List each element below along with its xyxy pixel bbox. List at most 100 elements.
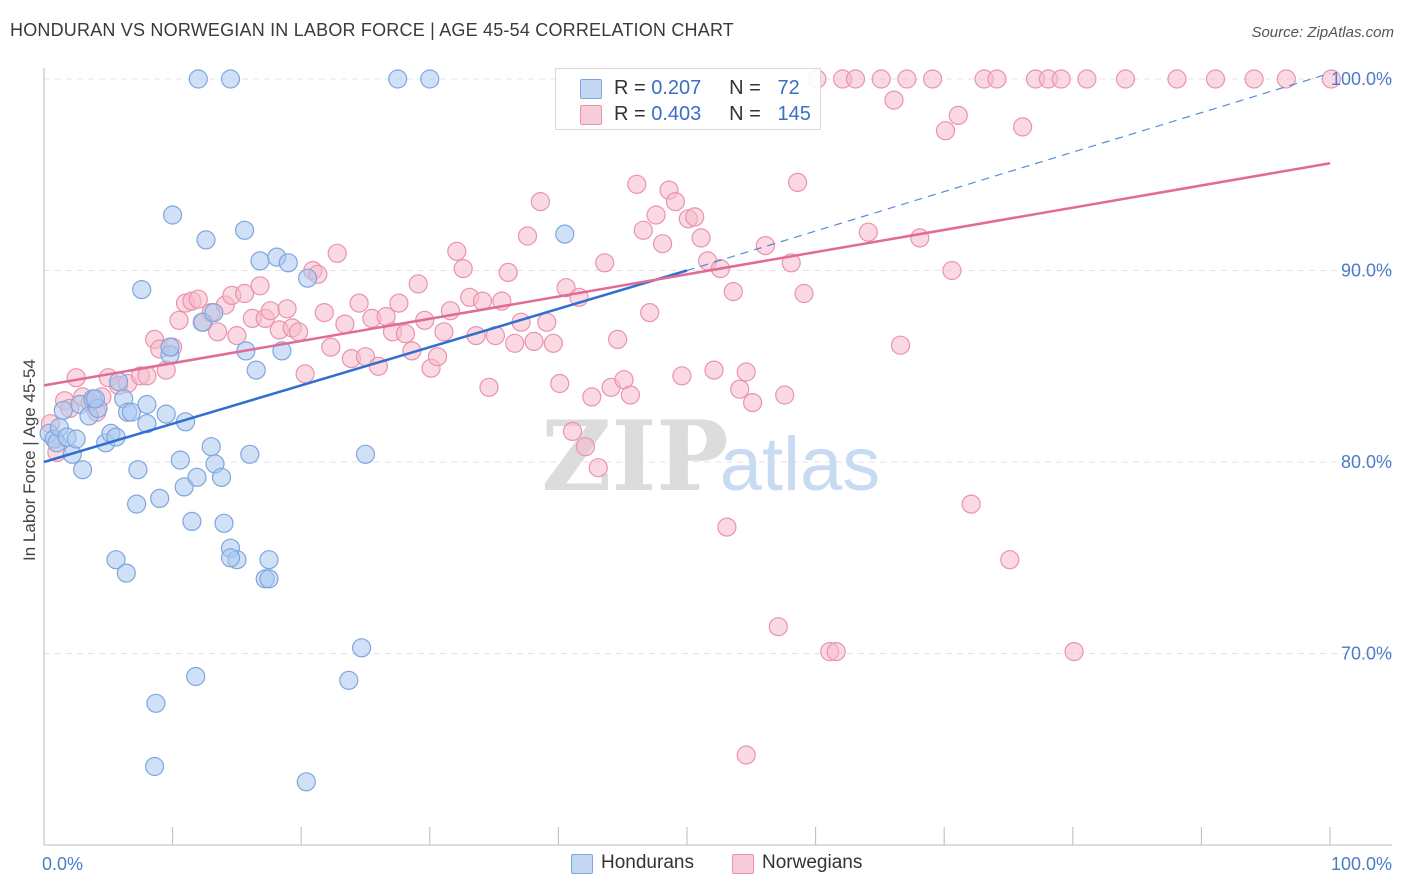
data-point-hondurans bbox=[127, 494, 147, 514]
data-point-norwegians bbox=[505, 333, 525, 353]
y-tick-label: 90.0% bbox=[1341, 261, 1392, 281]
data-point-hondurans bbox=[188, 69, 208, 89]
data-point-norwegians bbox=[434, 322, 454, 342]
data-point-norwegians bbox=[447, 241, 467, 261]
data-point-norwegians bbox=[890, 335, 911, 355]
trend-line-extension-hondurans bbox=[686, 72, 1331, 272]
data-point-norwegians bbox=[1276, 69, 1296, 89]
source-credit: Source: ZipAtlas.com bbox=[1251, 24, 1394, 41]
legend-label-hondurans: Hondurans bbox=[601, 852, 694, 873]
data-point-norwegians bbox=[321, 337, 341, 357]
y-tick-label: 70.0% bbox=[1341, 644, 1392, 664]
data-point-hondurans bbox=[201, 437, 221, 457]
data-point-norwegians bbox=[1064, 641, 1084, 662]
data-point-norwegians bbox=[652, 234, 673, 254]
data-point-hondurans bbox=[160, 337, 180, 357]
data-point-norwegians bbox=[408, 274, 428, 294]
data-point-norwegians bbox=[787, 172, 808, 192]
data-point-norwegians bbox=[723, 282, 743, 302]
data-point-norwegians bbox=[768, 617, 788, 637]
data-point-norwegians bbox=[1244, 69, 1264, 89]
data-point-norwegians bbox=[1012, 117, 1033, 137]
data-point-norwegians bbox=[620, 385, 641, 405]
data-point-hondurans bbox=[174, 477, 194, 497]
data-point-norwegians bbox=[498, 262, 518, 282]
data-point-norwegians bbox=[935, 121, 956, 141]
data-point-norwegians bbox=[260, 301, 280, 321]
data-points bbox=[39, 69, 1341, 792]
data-point-norwegians bbox=[169, 310, 189, 330]
x-tick-label: 100.0% bbox=[1331, 854, 1392, 874]
data-point-hondurans bbox=[355, 444, 376, 464]
data-point-norwegians bbox=[530, 192, 551, 212]
data-point-norwegians bbox=[897, 69, 917, 89]
data-point-norwegians bbox=[556, 278, 576, 298]
data-point-norwegians bbox=[607, 329, 628, 349]
data-point-norwegians bbox=[349, 293, 369, 313]
data-point-norwegians bbox=[633, 220, 653, 240]
data-point-hondurans bbox=[146, 693, 166, 713]
n-value-norwegians: 145 bbox=[777, 103, 811, 125]
n-value-hondurans: 72 bbox=[777, 77, 800, 99]
data-point-norwegians bbox=[884, 90, 904, 110]
chart-title: HONDURAN VS NORWEGIAN IN LABOR FORCE | A… bbox=[10, 20, 735, 40]
r-label: R = bbox=[614, 103, 646, 125]
data-point-hondurans bbox=[106, 550, 126, 570]
data-point-hondurans bbox=[187, 467, 207, 487]
data-point-hondurans bbox=[204, 303, 224, 323]
data-point-hondurans bbox=[156, 404, 176, 424]
trend-line-hondurans bbox=[43, 269, 688, 464]
data-point-norwegians bbox=[1077, 69, 1097, 89]
data-point-norwegians bbox=[736, 745, 756, 765]
series-legend: Hondurans Norwegians bbox=[0, 852, 1406, 878]
data-point-norwegians bbox=[922, 69, 943, 89]
data-point-norwegians bbox=[987, 69, 1007, 89]
watermark: ZIP atlas bbox=[541, 400, 880, 513]
data-point-norwegians bbox=[289, 322, 309, 342]
r-value-hondurans: 0.207 bbox=[651, 77, 702, 99]
r-value-norwegians: 0.403 bbox=[651, 103, 702, 125]
data-point-hondurans bbox=[388, 69, 408, 89]
data-point-norwegians bbox=[335, 314, 355, 334]
data-point-norwegians bbox=[575, 437, 596, 457]
data-point-norwegians bbox=[910, 228, 930, 248]
data-point-hondurans bbox=[108, 372, 129, 392]
data-point-hondurans bbox=[72, 460, 93, 480]
stats-legend: R = 0.207 N = 72 R = 0.403 N = 145 bbox=[555, 68, 821, 130]
data-point-norwegians bbox=[1115, 69, 1136, 89]
data-point-norwegians bbox=[627, 174, 647, 194]
data-point-hondurans bbox=[235, 220, 255, 240]
watermark-atlas: atlas bbox=[720, 422, 881, 507]
watermark-zip: ZIP bbox=[541, 400, 728, 513]
data-point-hondurans bbox=[186, 666, 206, 687]
data-point-norwegians bbox=[775, 385, 795, 405]
data-point-hondurans bbox=[132, 280, 152, 300]
data-point-hondurans bbox=[278, 253, 298, 273]
data-point-norwegians bbox=[1167, 69, 1187, 89]
data-point-norwegians bbox=[582, 387, 602, 407]
data-point-norwegians bbox=[1000, 550, 1020, 570]
data-point-hondurans bbox=[555, 224, 575, 244]
data-point-hondurans bbox=[121, 402, 141, 422]
data-point-norwegians bbox=[395, 324, 415, 344]
data-point-hondurans bbox=[246, 360, 266, 380]
data-point-norwegians bbox=[453, 259, 473, 279]
data-point-norwegians bbox=[250, 276, 270, 296]
data-point-norwegians bbox=[871, 69, 891, 89]
data-point-norwegians bbox=[327, 243, 347, 263]
data-point-hondurans bbox=[240, 444, 260, 464]
data-point-hondurans bbox=[250, 251, 270, 271]
data-point-hondurans bbox=[298, 268, 318, 288]
data-point-hondurans bbox=[259, 569, 279, 589]
data-point-norwegians bbox=[858, 222, 878, 242]
data-point-norwegians bbox=[1051, 69, 1071, 89]
data-point-norwegians bbox=[479, 377, 499, 397]
data-point-norwegians bbox=[1321, 69, 1341, 89]
data-point-norwegians bbox=[948, 105, 968, 126]
data-point-norwegians bbox=[704, 360, 724, 380]
data-point-norwegians bbox=[588, 458, 608, 478]
data-point-norwegians bbox=[691, 228, 711, 248]
data-point-norwegians bbox=[389, 293, 409, 313]
data-point-hondurans bbox=[196, 230, 216, 250]
data-point-norwegians bbox=[640, 303, 660, 323]
